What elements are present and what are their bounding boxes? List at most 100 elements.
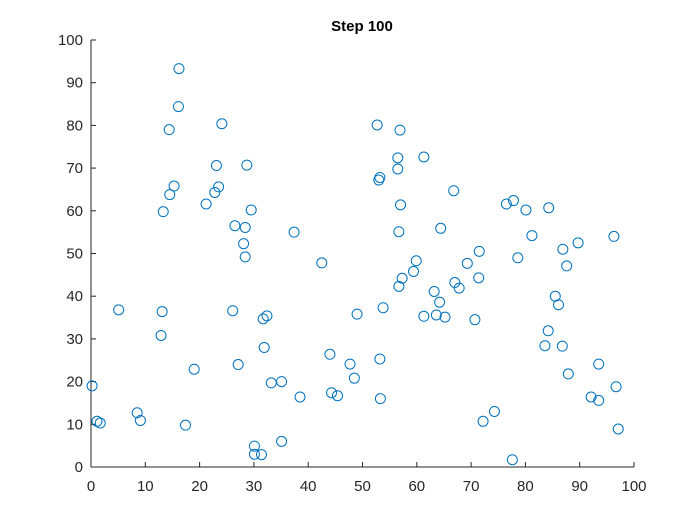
data-point bbox=[449, 277, 461, 289]
data-point bbox=[553, 299, 565, 311]
data-point bbox=[374, 171, 386, 183]
x-tick-label: 40 bbox=[300, 478, 317, 495]
data-point bbox=[377, 302, 389, 314]
data-point bbox=[348, 372, 360, 384]
data-point bbox=[248, 448, 260, 460]
y-tick-label: 90 bbox=[66, 75, 83, 92]
data-point bbox=[245, 204, 257, 216]
data-point bbox=[288, 226, 300, 238]
data-point bbox=[179, 419, 191, 431]
x-ticks: 0 10 20 30 40 50 60 70 80 90 100 bbox=[87, 462, 647, 495]
data-point bbox=[461, 257, 473, 269]
x-tick-label: 50 bbox=[354, 478, 371, 495]
data-point bbox=[608, 230, 620, 242]
data-point bbox=[209, 186, 221, 198]
data-point bbox=[593, 358, 605, 370]
data-point bbox=[561, 260, 573, 272]
chart-title: Step 100 bbox=[331, 18, 393, 35]
data-point bbox=[173, 63, 185, 75]
x-tick-label: 0 bbox=[87, 478, 95, 495]
data-point bbox=[326, 387, 338, 399]
data-point bbox=[439, 311, 451, 323]
data-point bbox=[506, 454, 518, 466]
data-point bbox=[276, 376, 288, 388]
data-point bbox=[172, 101, 184, 113]
data-point bbox=[408, 265, 420, 277]
data-point bbox=[418, 310, 430, 322]
data-point bbox=[542, 325, 554, 337]
data-point bbox=[239, 221, 251, 233]
data-point bbox=[238, 238, 250, 250]
data-point bbox=[394, 124, 406, 136]
data-point bbox=[374, 393, 386, 405]
data-point bbox=[392, 152, 404, 164]
data-point bbox=[134, 414, 146, 426]
data-point bbox=[469, 314, 481, 326]
data-point bbox=[488, 405, 500, 417]
data-point bbox=[448, 185, 460, 197]
y-tick-label: 20 bbox=[66, 374, 83, 391]
data-point bbox=[257, 313, 269, 325]
data-point bbox=[113, 304, 125, 316]
data-point bbox=[435, 222, 447, 234]
y-tick-label: 70 bbox=[66, 160, 83, 177]
data-point bbox=[393, 280, 405, 292]
data-point bbox=[428, 286, 440, 298]
data-point bbox=[612, 423, 624, 435]
data-point bbox=[507, 195, 519, 207]
data-point bbox=[351, 308, 363, 320]
data-point bbox=[241, 159, 253, 171]
data-point bbox=[371, 119, 383, 131]
data-point bbox=[430, 309, 442, 321]
data-point bbox=[316, 257, 328, 269]
data-point bbox=[294, 391, 306, 403]
x-tick-label: 20 bbox=[191, 478, 208, 495]
data-point bbox=[332, 390, 344, 402]
y-ticks: 0 10 20 30 40 50 60 70 80 90 100 bbox=[58, 32, 96, 476]
data-point bbox=[227, 305, 239, 317]
y-tick-label: 50 bbox=[66, 246, 83, 263]
data-point bbox=[157, 206, 169, 218]
data-point bbox=[86, 380, 98, 392]
data-point bbox=[526, 230, 538, 242]
data-point bbox=[610, 381, 622, 393]
axes bbox=[90, 40, 634, 468]
data-point bbox=[512, 252, 524, 264]
data-point bbox=[434, 296, 446, 308]
x-tick-label: 80 bbox=[517, 478, 534, 495]
data-point bbox=[216, 118, 228, 130]
data-points bbox=[86, 63, 624, 466]
data-point bbox=[265, 377, 277, 389]
x-tick-label: 30 bbox=[246, 478, 263, 495]
y-tick-label: 100 bbox=[58, 32, 83, 49]
x-tick-label: 60 bbox=[408, 478, 425, 495]
data-point bbox=[453, 282, 465, 294]
y-tick-label: 0 bbox=[75, 459, 83, 476]
y-tick-label: 10 bbox=[66, 416, 83, 433]
data-point bbox=[557, 243, 569, 255]
data-point bbox=[556, 340, 568, 352]
data-point bbox=[500, 198, 512, 210]
data-point bbox=[374, 353, 386, 365]
data-point bbox=[210, 160, 222, 172]
data-point bbox=[155, 329, 167, 341]
data-point bbox=[232, 359, 244, 371]
data-point bbox=[248, 440, 260, 452]
y-tick-label: 60 bbox=[66, 203, 83, 220]
data-point bbox=[164, 189, 176, 201]
data-point bbox=[572, 237, 584, 249]
data-point bbox=[593, 394, 605, 406]
x-tick-label: 70 bbox=[463, 478, 480, 495]
data-point bbox=[94, 417, 106, 429]
data-point bbox=[258, 341, 270, 353]
data-point bbox=[543, 202, 555, 214]
data-point bbox=[229, 220, 241, 232]
data-point bbox=[418, 151, 430, 163]
data-point bbox=[239, 251, 251, 263]
data-point bbox=[163, 124, 175, 136]
data-point bbox=[395, 199, 407, 211]
data-point bbox=[261, 310, 273, 322]
data-point bbox=[276, 435, 288, 447]
data-point bbox=[188, 363, 200, 375]
x-tick-label: 100 bbox=[621, 478, 646, 495]
